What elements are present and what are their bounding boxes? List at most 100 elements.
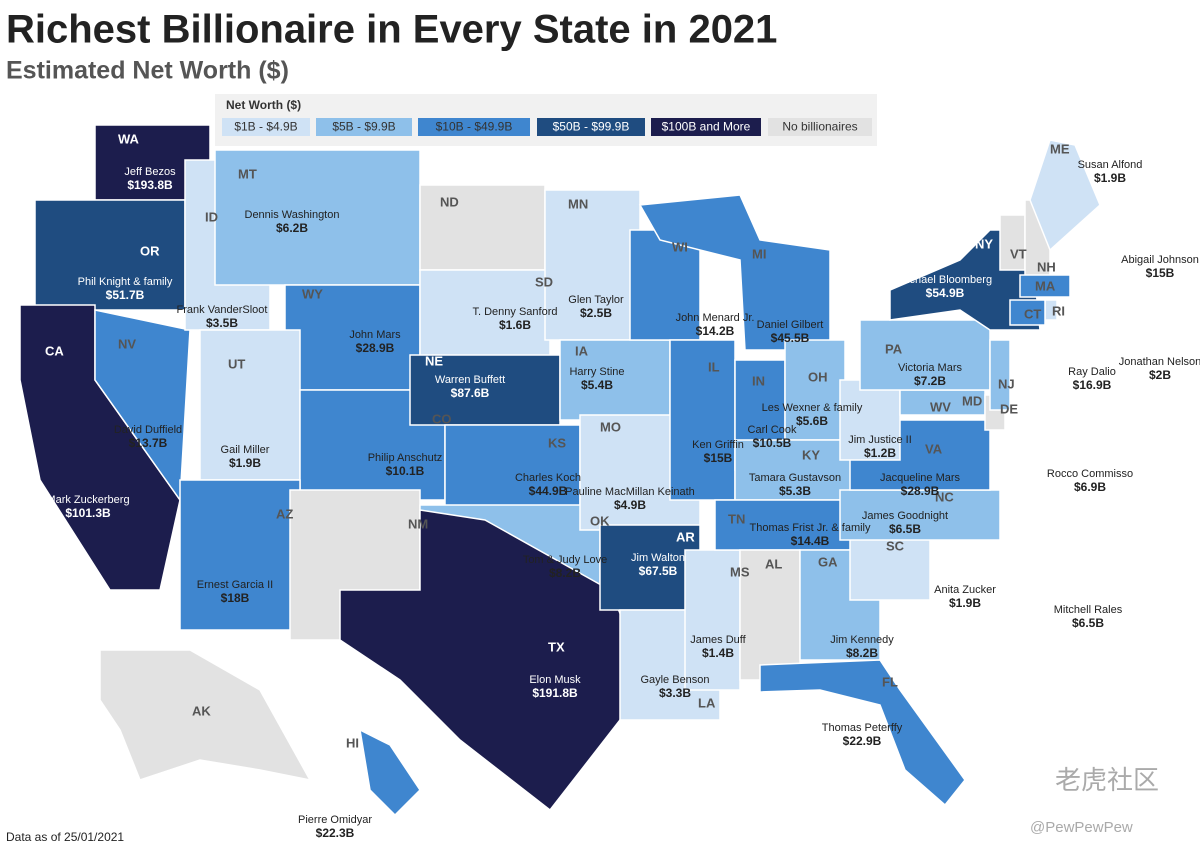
state — [359, 728, 421, 817]
legend-label: $1B - $4.9B — [234, 120, 297, 134]
state-abbr: HI — [346, 735, 359, 750]
legend: $1B - $4.9B $5B - $9.9B $10B - $49.9B $50B … — [222, 118, 872, 136]
legend-swatch — [651, 118, 761, 136]
state-abbr: MT — [238, 166, 257, 181]
state-abbr: MN — [568, 196, 588, 211]
state-abbr: OK — [590, 513, 610, 528]
net-worth: $5.3B — [779, 484, 811, 498]
billionaire-name: Phil Knight & family — [78, 276, 173, 288]
title: Richest Billionaire in Every State in 20… — [6, 8, 777, 52]
net-worth: $10.5B — [753, 436, 792, 450]
billionaire-name: Susan Alfond — [1078, 159, 1143, 171]
state — [784, 339, 846, 441]
legend-swatch — [222, 118, 310, 136]
billionaire-name: Gail Miller — [221, 444, 270, 456]
billionaire-name: Frank VanderSloot — [177, 304, 268, 316]
state — [599, 524, 701, 611]
billionaire-name: Pierre Omidyar — [298, 814, 372, 826]
state-abbr: NE — [425, 353, 443, 368]
labels: WA Jeff Bezos$193.8B OR Phil Knight & famil… — [45, 131, 1200, 840]
net-worth: $5.6B — [796, 414, 828, 428]
state-abbr: MO — [600, 419, 621, 434]
state — [199, 329, 301, 481]
state — [629, 229, 701, 341]
state-abbr: WI — [672, 239, 688, 254]
state-abbr: NY — [975, 236, 993, 251]
net-worth: $51.7B — [106, 288, 145, 302]
net-worth: $13.7B — [129, 436, 168, 450]
net-worth: $2B — [1149, 368, 1171, 382]
net-worth: $101.3B — [65, 506, 111, 520]
billionaire-name: Harry Stine — [569, 366, 624, 378]
state — [179, 479, 301, 631]
net-worth: $28.9B — [356, 341, 395, 355]
billionaire-name: James Duff — [690, 634, 746, 646]
state-abbr: KS — [548, 435, 566, 450]
billionaire-name: Rocco Commisso — [1047, 468, 1133, 480]
state — [419, 184, 546, 271]
state-abbr: CA — [45, 343, 64, 358]
net-worth: $1.2B — [864, 446, 896, 460]
billionaire-name: Carl Cook — [748, 424, 797, 436]
state-abbr: ID — [205, 209, 218, 224]
state — [759, 659, 966, 807]
net-worth: $14.2B — [696, 324, 735, 338]
billionaire-name: Jim Walton — [631, 552, 685, 564]
state-abbr: NV — [118, 336, 136, 351]
billionaire-name: Jeff Bezos — [124, 166, 176, 178]
state-abbr: DE — [1000, 401, 1018, 416]
state-abbr: SD — [535, 274, 553, 289]
legend-title: Net Worth ($) — [226, 98, 301, 112]
state — [739, 549, 801, 681]
billionaire-name: Pauline MacMillan Keinath — [565, 486, 695, 498]
net-worth: $6.2B — [276, 221, 308, 235]
billionaire-name: Glen Taylor — [568, 294, 624, 306]
legend-swatch — [316, 118, 412, 136]
net-worth: $6.5B — [1072, 616, 1104, 630]
state-abbr: UT — [228, 356, 245, 371]
state — [839, 489, 1001, 541]
net-worth: $1.4B — [702, 646, 734, 660]
state-abbr: VT — [1010, 246, 1027, 261]
net-worth: $3.5B — [206, 316, 238, 330]
state-abbr: RI — [1052, 303, 1065, 318]
net-worth: $10.1B — [386, 464, 425, 478]
state-abbr: OR — [140, 243, 160, 258]
billionaire-name: Victoria Mars — [898, 362, 962, 374]
legend-swatch — [537, 118, 645, 136]
billionaire-name: Elon Musk — [529, 674, 581, 686]
net-worth: $193.8B — [127, 178, 173, 192]
billionaire-name: Abigail Johnson — [1121, 254, 1199, 266]
state-abbr: FL — [882, 674, 898, 689]
legend-swatch — [768, 118, 872, 136]
state — [444, 424, 581, 511]
footer-note: Data as of 25/01/2021 — [6, 830, 124, 844]
state-abbr: GA — [818, 554, 838, 569]
net-worth: $3.3B — [659, 686, 691, 700]
state-abbr: AZ — [276, 506, 293, 521]
state — [839, 379, 901, 461]
state-abbr: SC — [886, 538, 905, 553]
state-abbr: LA — [698, 695, 716, 710]
state-abbr: OH — [808, 369, 828, 384]
state-abbr: MI — [752, 246, 766, 261]
net-worth: $1.6B — [499, 318, 531, 332]
billionaire-name: James Goodnight — [862, 510, 948, 522]
state-abbr: NH — [1037, 259, 1056, 274]
net-worth: $15B — [1146, 266, 1175, 280]
net-worth: $8.2B — [549, 566, 581, 580]
billionaire-name: T. Denny Sanford — [473, 306, 558, 318]
state — [559, 339, 671, 421]
state — [1009, 299, 1046, 326]
legend-label: $100B and More — [662, 120, 751, 134]
watermark: 老虎社区 — [1055, 765, 1159, 795]
net-worth: $1.9B — [949, 596, 981, 610]
net-worth: $44.9B — [529, 484, 568, 498]
net-worth: $6.5B — [889, 522, 921, 536]
net-worth: $22.9B — [843, 734, 882, 748]
net-worth: $6.9B — [1074, 480, 1106, 494]
billionaire-name: Jonathan Nelson — [1119, 356, 1200, 368]
billionaire-name: John Mars — [349, 329, 401, 341]
state — [1029, 139, 1101, 252]
